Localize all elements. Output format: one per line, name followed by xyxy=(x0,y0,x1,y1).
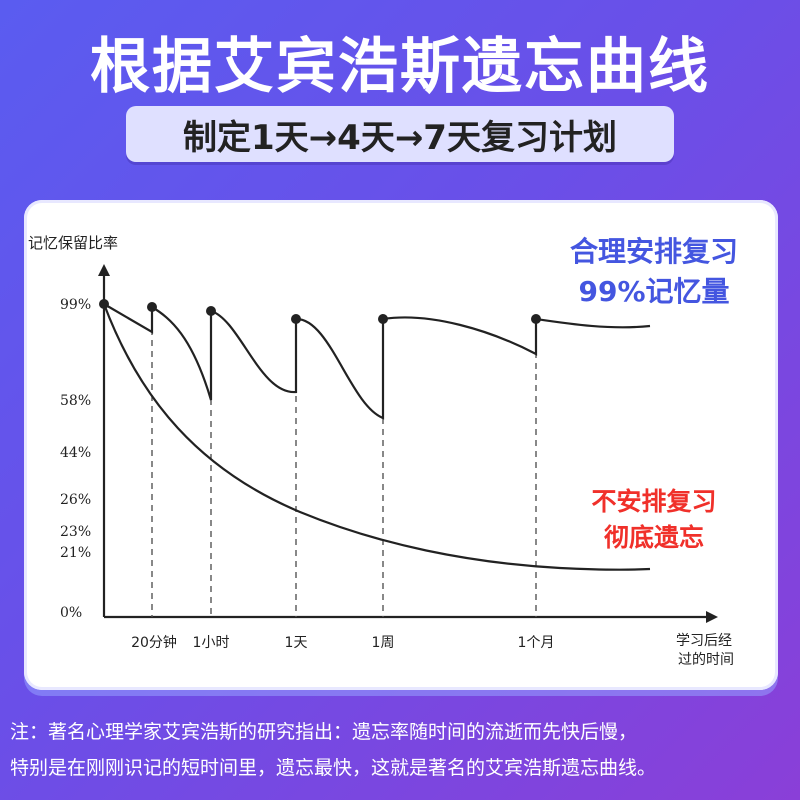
x-axis-title-line1: 学习后经 xyxy=(676,633,732,649)
annotation-no-review-line1: 不安排复习 xyxy=(591,487,717,516)
subtitle: 制定1天→4天→7天复习计划 xyxy=(183,117,617,158)
footnote-line2: 特别是在刚刚识记的短时间里，遗忘最快，这就是著名的艾宾浩斯遗忘曲线。 xyxy=(10,757,657,779)
review-point xyxy=(291,314,301,324)
review-point xyxy=(206,306,216,316)
y-tick-label: 44% xyxy=(60,445,91,461)
y-tick-label: 58% xyxy=(60,393,91,409)
x-tick-label: 1小时 xyxy=(193,635,230,651)
y-axis-title: 记忆保留比率 xyxy=(28,234,119,252)
y-axis-arrow xyxy=(98,264,110,276)
review-point xyxy=(99,299,109,309)
review-point xyxy=(531,314,541,324)
y-tick-label: 26% xyxy=(60,492,91,508)
footnote-line1: 注：著名心理学家艾宾浩斯的研究指出：遗忘率随时间的流逝而先快后慢， xyxy=(10,721,638,743)
chart-card xyxy=(24,200,778,690)
review-point xyxy=(378,314,388,324)
x-tick-label: 20分钟 xyxy=(131,634,177,651)
x-axis-title-line2: 过的时间 xyxy=(678,652,734,668)
annotation-review-line2: 99%记忆量 xyxy=(578,275,730,308)
curve-no-review xyxy=(102,303,651,571)
annotation-review-line1: 合理安排复习 xyxy=(569,235,738,268)
review-point xyxy=(147,302,157,312)
x-tick-label: 1周 xyxy=(372,635,395,651)
y-tick-label: 99% xyxy=(60,297,91,313)
annotation-review: 合理安排复习 99%记忆量 xyxy=(548,232,760,312)
curve-with-review xyxy=(103,303,651,420)
y-tick-label: 0% xyxy=(60,605,82,621)
y-tick-label: 23% xyxy=(60,524,91,540)
footnote: 注：著名心理学家艾宾浩斯的研究指出：遗忘率随时间的流逝而先快后慢， 特别是在刚刚… xyxy=(10,714,800,786)
page-title: 根据艾宾浩斯遗忘曲线 xyxy=(90,32,710,102)
annotation-no-review-line2: 彻底遗忘 xyxy=(603,523,704,552)
y-tick-label: 21% xyxy=(60,545,91,561)
x-tick-label: 1天 xyxy=(285,635,308,651)
x-axis-arrow xyxy=(706,611,718,623)
x-tick-label: 1个月 xyxy=(518,635,555,651)
subtitle-banner: 制定1天→4天→7天复习计划 xyxy=(126,106,674,162)
annotation-no-review: 不安排复习 彻底遗忘 xyxy=(572,484,736,556)
